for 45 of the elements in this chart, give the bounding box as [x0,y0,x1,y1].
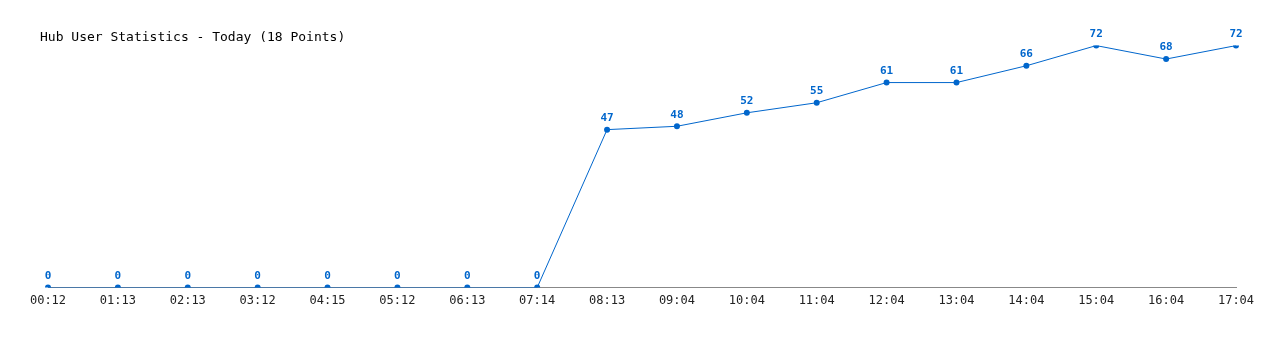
point [953,79,960,86]
data-label: 72 [1089,26,1103,40]
chart-title: Hub User Statistics - Today (18 Points) [40,29,346,45]
data-label: 61 [879,63,894,77]
point [1023,62,1030,69]
x-tick-label: 09:04 [658,292,695,307]
x-tick-label: 12:04 [868,292,905,307]
data-label: 52 [740,94,754,108]
data-label: 0 [324,268,331,282]
x-tick-label: 14:04 [1008,292,1045,307]
data-label: 0 [533,268,541,282]
x-tick-label: 07:14 [519,292,556,307]
point [743,109,750,116]
data-label: 0 [394,268,401,282]
x-tick-label: 15:04 [1078,292,1115,307]
data-label: 0 [184,268,192,282]
point [604,126,611,133]
x-tick-label: 00:12 [29,292,67,307]
x-tick-label: 01:13 [99,292,136,307]
point [883,79,890,86]
data-label: 72 [1229,26,1243,40]
data-label: 0 [114,268,122,282]
point [813,99,820,106]
x-tick-label: 10:04 [728,292,765,307]
data-label: 0 [463,268,471,282]
x-tick-label: 17:04 [1217,292,1255,307]
data-label: 61 [949,63,964,77]
data-label: 66 [1019,47,1034,61]
data-label: 68 [1159,40,1173,54]
data-label: 0 [254,268,261,282]
x-tick-label: 11:04 [798,292,835,307]
point [673,123,680,130]
x-tick-label: 03:12 [239,292,276,307]
x-tick-label: 13:04 [938,292,975,307]
data-label: 55 [810,84,824,98]
x-tick-label: 02:13 [169,292,206,307]
x-tick-label: 06:13 [449,292,486,307]
x-tick-label: 08:13 [589,292,626,307]
x-tick-label: 05:12 [379,292,416,307]
data-label: 47 [600,110,614,124]
x-tick-label: 04:15 [309,292,346,307]
data-label: 0 [44,268,52,282]
x-tick-label: 16:04 [1148,292,1185,307]
point [1163,56,1170,63]
data-label: 48 [670,107,684,121]
